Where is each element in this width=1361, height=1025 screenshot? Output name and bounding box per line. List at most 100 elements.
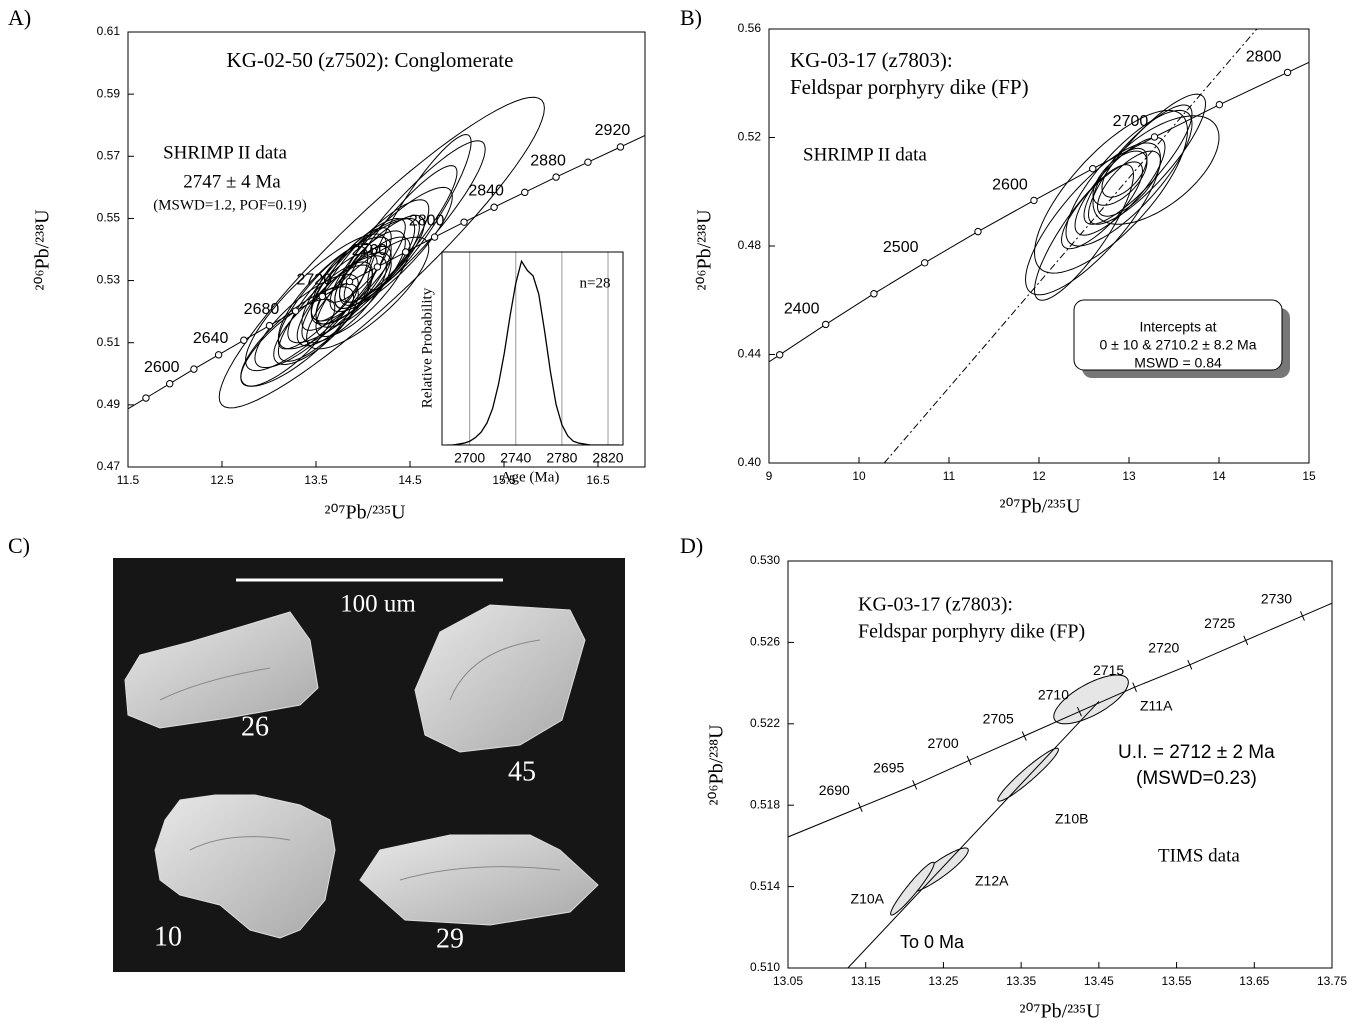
y-tick-label: 0.522	[750, 716, 780, 730]
ellipse-label: Z12A	[975, 873, 1009, 889]
grain-label: 26	[241, 711, 269, 742]
x-tick-label: 13.55	[1162, 974, 1192, 988]
x-tick-label: 2700	[454, 450, 485, 466]
y-tick-label: 0.44	[738, 347, 762, 361]
y-tick-label: 0.52	[738, 130, 762, 144]
concordia-age-label: 2840	[468, 182, 504, 199]
x-tick-label: 12	[1032, 469, 1046, 483]
x-tick-label: 13.35	[1006, 974, 1036, 988]
y-tick-label: 0.57	[97, 148, 121, 162]
concordia-point	[191, 366, 197, 372]
concordia-point	[374, 264, 380, 270]
concordia-age-label: 2690	[819, 782, 850, 798]
panel-label: B)	[680, 5, 702, 30]
chart-title: Feldspar porphyry dike (FP)	[858, 621, 1085, 643]
x-tick-label: 14	[1212, 469, 1226, 483]
concordia-age-label: 2720	[297, 272, 333, 289]
x-tick-label: 13.25	[928, 974, 958, 988]
y-tick-label: 0.59	[97, 86, 121, 100]
concordia-point	[553, 174, 559, 180]
y-tick-label: 0.530	[750, 553, 780, 567]
concordia-age-label: 2800	[1246, 49, 1282, 66]
concordia-age-label: 2705	[983, 711, 1014, 727]
y-tick-label: 0.55	[97, 211, 121, 225]
concordia-point	[1216, 101, 1222, 107]
concordia-point	[871, 291, 877, 297]
concordia-age-label: 2880	[530, 152, 566, 169]
panel-label: D)	[680, 533, 703, 558]
x-tick-label: 14.5	[398, 473, 422, 487]
x-axis-label: ²⁰⁷Pb/²³⁵U	[1019, 1001, 1101, 1023]
annotation: U.I. = 2712 ± 2 Ma	[1118, 742, 1275, 763]
grain-label: 10	[154, 921, 182, 952]
x-tick-label: 12.5	[210, 473, 234, 487]
grain-label: 45	[508, 756, 536, 787]
concordia-point	[522, 189, 528, 195]
x-axis-label: ²⁰⁷Pb/²³⁵U	[324, 502, 406, 524]
y-tick-label: 0.48	[738, 238, 762, 252]
concordia-age-label: 2500	[883, 239, 919, 256]
annotation: TIMS data	[1158, 845, 1240, 866]
concordia-age-label: 2720	[1148, 639, 1179, 655]
x-axis-label: ²⁰⁷Pb/²³⁵U	[999, 496, 1081, 518]
ellipse-label: Z10B	[1055, 811, 1088, 827]
x-tick-label: 9	[766, 469, 773, 483]
page: {"chart_data": [ {"type": "concordia", "…	[0, 0, 1361, 1025]
concordia-point	[346, 278, 352, 284]
chart-title: KG-02-50 (z7502): Conglomerate	[227, 48, 514, 72]
y-tick-label: 0.518	[750, 797, 780, 811]
y-tick-label: 0.51	[97, 335, 121, 349]
concordia-point	[167, 381, 173, 387]
x-tick-label: 13.05	[773, 974, 803, 988]
concordia-point	[292, 308, 298, 314]
ellipse-label: Z10A	[851, 891, 885, 907]
annotation: (MSWD=0.23)	[1136, 768, 1257, 789]
ellipse-label: Z11A	[1140, 698, 1173, 714]
concordia-age-label: 2700	[927, 735, 958, 751]
concordia-point	[975, 228, 981, 234]
y-axis-label: ²⁰⁶Pb/²³⁸U	[694, 209, 716, 291]
concordia-point	[461, 219, 467, 225]
concordia-age-label: 2680	[244, 301, 280, 318]
concordia-age-label: 2710	[1038, 686, 1069, 702]
annotation: 2747 ± 4 Ma	[183, 171, 281, 192]
concordia-point	[319, 293, 325, 299]
scale-label: 100 um	[340, 591, 416, 618]
concordia-point	[922, 260, 928, 266]
y-tick-label: 0.61	[97, 24, 121, 38]
concordia-age-label: 2760	[352, 242, 388, 259]
concordia-age-label: 2640	[193, 330, 229, 347]
annotation: To 0 Ma	[900, 932, 965, 952]
concordia-point	[491, 204, 497, 210]
x-tick-label: 2780	[546, 450, 577, 466]
y-tick-label: 0.47	[97, 459, 121, 473]
concordia-point	[1031, 197, 1037, 203]
concordia-age-label: 2725	[1204, 615, 1235, 631]
x-tick-label: 16.5	[586, 473, 610, 487]
y-tick-label: 0.49	[97, 397, 121, 411]
annotation: (MSWD=1.2, POF=0.19)	[153, 197, 307, 213]
panel-label: A)	[8, 5, 31, 30]
concordia-age-label: 2600	[144, 359, 180, 376]
y-tick-label: 0.56	[738, 21, 762, 35]
concordia-point	[241, 337, 247, 343]
x-tick-label: 13.65	[1239, 974, 1269, 988]
chart-title: KG-03-17 (z7803):	[790, 48, 953, 72]
y-tick-label: 0.53	[97, 273, 121, 287]
intercept-text: 0 ± 10 & 2710.2 ± 8.2 Ma	[1099, 337, 1256, 353]
y-axis-label: ²⁰⁶Pb/²³⁸U	[32, 209, 54, 291]
concordia-age-label: 2730	[1261, 591, 1292, 607]
concordia-point	[143, 395, 149, 401]
annotation: SHRIMP II data	[803, 144, 927, 165]
y-axis-label: ²⁰⁶Pb/²³⁸U	[706, 724, 728, 806]
y-tick-label: 0.510	[750, 960, 780, 974]
x-tick-label: 10	[852, 469, 866, 483]
intercept-text: Intercepts at	[1139, 319, 1216, 335]
x-axis-label: Age (Ma)	[501, 469, 560, 485]
concordia-age-label: 2920	[595, 122, 631, 139]
concordia-age-label: 2800	[409, 212, 445, 229]
concordia-age-label: 2695	[873, 760, 904, 776]
concordia-point	[402, 249, 408, 255]
x-tick-label: 13.15	[851, 974, 881, 988]
concordia-point	[617, 144, 623, 150]
